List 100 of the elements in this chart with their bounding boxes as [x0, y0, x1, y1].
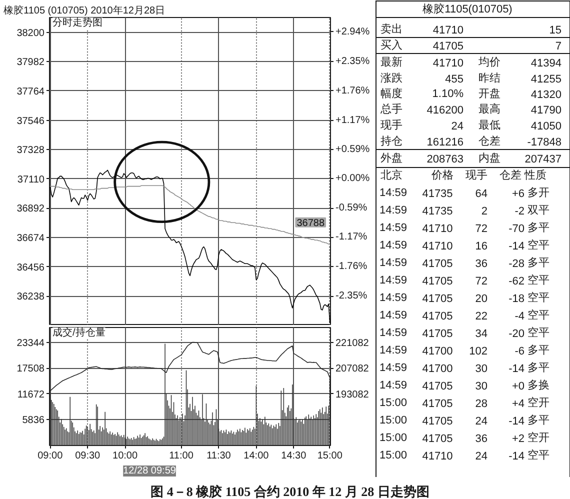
chart-title: 橡胶1105 (010705) 2010年12月28日 — [4, 4, 166, 16]
text: 41705 — [422, 398, 453, 410]
y2-tick-label: 207082 — [336, 364, 370, 375]
text: 455 — [445, 74, 464, 86]
text: -17848 — [527, 136, 562, 148]
text: 41705 — [432, 40, 464, 52]
y2-tick-label: -1.17% — [336, 232, 368, 243]
y2-tick-label: +0.59% — [336, 144, 370, 155]
text: 41705 — [422, 310, 453, 322]
text: 208763 — [426, 154, 464, 166]
text: -2 — [514, 206, 524, 218]
text: 2 — [481, 206, 488, 218]
text: 41705 — [422, 433, 453, 445]
text: 24 — [451, 120, 464, 132]
text: 幅度 — [380, 87, 402, 100]
text: 24 — [475, 416, 488, 428]
x-tick-label: 14:00 — [244, 450, 270, 462]
text: 买入 — [380, 38, 402, 52]
y2-tick-label: -0.59% — [336, 202, 368, 214]
text: 41705 — [422, 276, 453, 288]
text: 空平 — [528, 308, 550, 322]
y2-tick-label: +1.76% — [336, 85, 370, 96]
text: 现手 — [380, 118, 402, 132]
text: -18 — [508, 293, 525, 305]
x-tick-label: 15:00 — [317, 450, 343, 462]
x-tick-label: 14:30 — [281, 450, 307, 462]
text: 30 — [475, 380, 488, 392]
text: 14:59 — [380, 292, 408, 304]
text: 空平 — [528, 274, 550, 286]
text: 均价 — [478, 56, 500, 68]
text: 价格 — [430, 170, 454, 182]
y-tick-label: 37328 — [16, 145, 45, 156]
text: 15:00 — [380, 432, 408, 444]
text: 最新 — [380, 56, 402, 68]
y-tick-label: 11672 — [17, 389, 45, 400]
text: 14:59 — [380, 380, 408, 392]
text: 102 — [469, 346, 488, 358]
text: 72 — [475, 276, 488, 288]
text: 41705 — [422, 258, 453, 270]
text: 空平 — [528, 291, 550, 304]
text: 14:59 — [380, 257, 408, 269]
text: 最低 — [478, 120, 500, 132]
text: -14 — [508, 450, 525, 462]
text: 16 — [475, 240, 488, 252]
text: 空平 — [528, 326, 550, 339]
text: -14 — [508, 416, 525, 428]
text: 14:59 — [380, 222, 408, 234]
text: +6 — [512, 188, 525, 200]
text: 41320 — [530, 89, 562, 101]
text: 14:59 — [380, 187, 408, 199]
text: +0 — [512, 380, 525, 392]
text: 7 — [555, 40, 562, 52]
y-tick-label: 36892 — [16, 204, 45, 215]
y-tick-label: 37764 — [16, 86, 45, 98]
text: 41255 — [530, 74, 562, 86]
text: 28 — [475, 398, 488, 410]
text: 14:59 — [380, 344, 408, 356]
text: 14:59 — [380, 274, 408, 286]
text: 14:59 — [380, 327, 408, 339]
y2-tick-label: +2.35% — [336, 56, 370, 67]
text: 41790 — [530, 104, 562, 116]
text: 14:59 — [380, 362, 408, 374]
y2-tick-label: -1.76% — [336, 261, 368, 272]
y-tick-label: 36456 — [16, 262, 45, 274]
line-series — [50, 185, 330, 245]
text: -6 — [514, 346, 524, 358]
text: 开盘 — [478, 88, 500, 100]
text: 双平 — [528, 204, 550, 216]
text: 161216 — [426, 136, 464, 148]
y-tick-label: 23344 — [16, 338, 45, 349]
text: 总手 — [380, 102, 402, 116]
text: 内盘 — [478, 152, 500, 164]
text: -70 — [508, 223, 525, 235]
y2-tick-label: 193082 — [336, 389, 370, 400]
text: 多平 — [528, 414, 550, 426]
text: -4 — [514, 310, 524, 322]
text: 34 — [475, 328, 488, 340]
text: 41705 — [422, 416, 453, 428]
text: 24 — [475, 450, 488, 462]
line-series — [50, 170, 330, 324]
y2-tick-label: +1.17% — [336, 114, 370, 126]
text: 41735 — [422, 188, 453, 200]
text: +4 — [512, 398, 525, 410]
text: 36 — [475, 433, 488, 445]
text: 性质 — [524, 168, 546, 182]
text: 207437 — [524, 154, 562, 166]
text: 多开 — [528, 187, 550, 199]
text: 卖出 — [380, 22, 402, 36]
text: 41705 — [422, 328, 453, 340]
y2-tick-label: -2.35% — [336, 290, 368, 302]
text: 41710 — [432, 24, 464, 36]
text: -14 — [508, 240, 525, 252]
x-tick-label: 09:00 — [38, 450, 64, 462]
text: 空开 — [528, 431, 550, 444]
text: 20 — [475, 293, 488, 305]
y2-tick-label: +2.94% — [336, 26, 370, 38]
text: 橡胶1105(010705) — [422, 2, 512, 16]
text: 多平 — [528, 344, 550, 356]
text: 15 — [549, 24, 562, 36]
y-tick-label: 37110 — [17, 174, 45, 186]
